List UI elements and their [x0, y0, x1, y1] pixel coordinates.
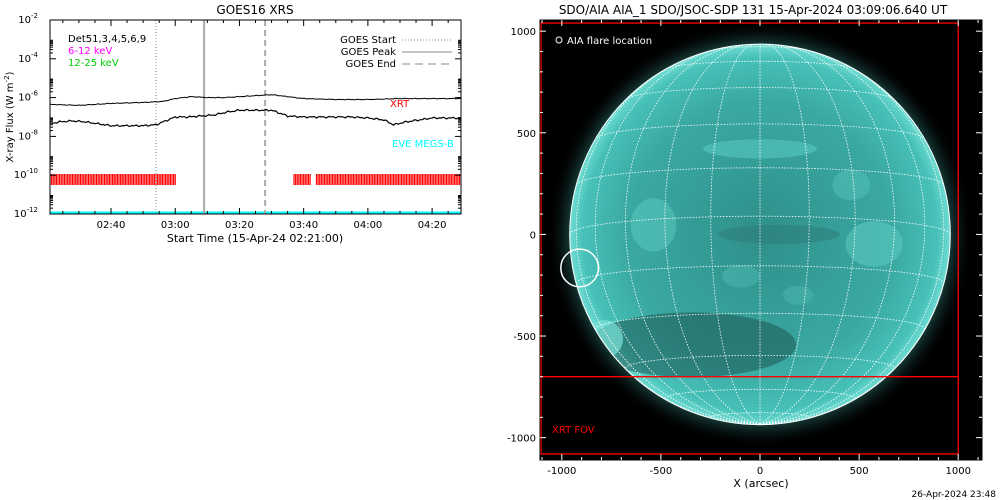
x-tick-label: 1000 — [945, 466, 970, 477]
heliographic-grid — [569, 43, 951, 426]
goes-long-channel-line — [50, 94, 461, 107]
goes-x-axis: 02:40 03:00 03:20 03:40 04:00 04:20 — [62, 20, 449, 231]
legend-6-12kev: 6-12 keV — [68, 46, 112, 57]
xrt-label: XRT — [390, 99, 410, 110]
legend-goes-start: GOES Start — [340, 35, 396, 46]
disk-feature — [832, 169, 871, 201]
legend-12-25kev: 12-25 keV — [68, 58, 119, 69]
x-tick-label: 03:40 — [289, 220, 318, 231]
goes-short-channel-line — [50, 108, 461, 128]
grid-line — [666, 60, 854, 69]
goes-y-axis-label: X-ray Flux (W m-2) — [3, 71, 16, 162]
grid-line — [664, 44, 761, 425]
y-tick-label: 500 — [517, 129, 536, 140]
x-tick-label: 03:00 — [161, 220, 190, 231]
aia-x-axis: -1000 -500 0 500 1000 — [541, 20, 979, 477]
x-tick-label: -500 — [650, 466, 673, 477]
aia-x-axis-label: X (arcsec) — [733, 477, 788, 490]
x-tick-label: 500 — [850, 466, 869, 477]
y-tick-label: -1000 — [507, 434, 536, 445]
disk-feature — [702, 139, 818, 159]
goes-x-axis-label: Start Time (15-Apr-24 02:21:00) — [167, 232, 343, 245]
disk-feature — [845, 221, 903, 267]
y-tick-label: -500 — [513, 332, 536, 343]
grid-line — [714, 46, 806, 50]
xrt-coverage-bars — [50, 174, 461, 185]
grid-line — [594, 312, 926, 330]
y-tick-label: 10-10 — [14, 167, 38, 181]
grid-line — [759, 46, 926, 425]
y-tick-label: 10-6 — [18, 90, 38, 104]
legend-detectors: Det51,3,4,5,6,9 — [68, 34, 146, 45]
aia-y-axis: -1000 -500 0 500 1000 — [507, 27, 982, 445]
disk-feature — [630, 198, 677, 252]
goes-xrs-panel: GOES16 XRS 10-12 10-10 10-8 10-6 10-4 10-2 02… — [3, 3, 462, 245]
xrt-fov-box — [540, 22, 959, 455]
disk-feature — [782, 285, 814, 305]
grid-line — [625, 44, 761, 425]
x-tick-label: -1000 — [547, 466, 576, 477]
flare-location-marker — [560, 248, 600, 288]
x-tick-label: 04:00 — [353, 220, 382, 231]
grid-line — [759, 44, 856, 425]
grid-line — [595, 123, 925, 139]
aia-title: SDO/AIA AIA_1 SDO/JSOC-SDP 131 15-Apr-20… — [559, 3, 948, 17]
x-tick-label: 03:20 — [225, 220, 254, 231]
disk-feature — [586, 312, 797, 378]
y-tick-label: 10-2 — [18, 12, 38, 26]
y-tick-label: 10-4 — [18, 51, 38, 65]
disk-feature — [718, 224, 840, 244]
grid-line — [575, 265, 945, 284]
y-tick-label: 10-8 — [18, 128, 38, 142]
legend-flare-location: AIA flare location — [567, 36, 652, 47]
grid-line — [594, 46, 761, 425]
goes-y-axis: 10-12 10-10 10-8 10-6 10-4 10-2 — [14, 12, 461, 220]
grid-line — [759, 44, 896, 425]
x-tick-label: 0 — [757, 466, 763, 477]
aia-plot-frame — [539, 19, 983, 461]
legend-goes-peak: GOES Peak — [341, 47, 396, 58]
grid-line — [625, 87, 895, 100]
legend-goes-end: GOES End — [346, 59, 396, 70]
y-tick-label: 1000 — [511, 27, 536, 38]
grid-line — [664, 388, 856, 399]
y-tick-label: 0 — [530, 230, 536, 241]
grid-line — [625, 354, 895, 369]
xrt-fov-label: XRT FOV — [552, 425, 595, 436]
aia-image-panel: SDO/AIA AIA_1 SDO/JSOC-SDP 131 15-Apr-20… — [507, 3, 996, 500]
disk-feature — [721, 264, 761, 288]
grid-line — [710, 412, 810, 418]
y-tick-label: 10-12 — [14, 206, 38, 220]
grid-line — [569, 215, 951, 235]
goes-title: GOES16 XRS — [216, 3, 293, 17]
legend-flare-symbol — [555, 36, 563, 44]
disk-limb — [569, 43, 951, 426]
x-tick-label: 02:40 — [97, 220, 126, 231]
x-tick-label: 04:20 — [418, 220, 447, 231]
timestamp: 26-Apr-2024 23:48 — [912, 490, 997, 500]
eve-megs-b-label: EVE MEGS-B — [392, 139, 454, 150]
